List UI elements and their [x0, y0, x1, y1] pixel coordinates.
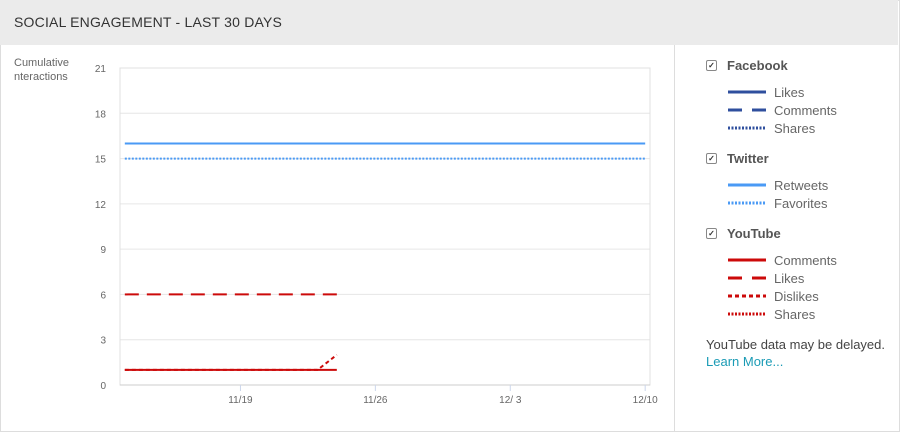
legend-item-label: Comments — [774, 252, 837, 268]
legend-group-facebook: ✓ Facebook Likes Comments Shares — [706, 58, 896, 137]
legend-item-label: Shares — [774, 306, 816, 322]
legend-item: Retweets — [706, 176, 896, 194]
legend-item: Shares — [706, 305, 896, 323]
y-tick-label: 6 — [100, 290, 106, 301]
legend-item-label: Comments — [774, 102, 837, 118]
legend-group-youtube: ✓ YouTube Comments Likes Dislikes Shares — [706, 226, 896, 323]
x-tick-label: 12/10 — [633, 395, 658, 406]
legend-group-name: Twitter — [727, 151, 769, 166]
legend-item: Likes — [706, 83, 896, 101]
legend-swatch — [728, 201, 766, 205]
y-tick-label: 15 — [95, 155, 107, 166]
learn-more-link[interactable]: Learn More... — [706, 354, 784, 369]
checkbox-twitter[interactable]: ✓ — [706, 153, 717, 164]
plot-area — [119, 67, 651, 386]
legend-item: Comments — [706, 101, 896, 119]
legend: ✓ Facebook Likes Comments Shares ✓ Twitter Retw… — [706, 58, 896, 369]
x-tick-label: 12/ 3 — [499, 395, 522, 406]
legend-swatch — [728, 258, 766, 262]
checkbox-youtube[interactable]: ✓ — [706, 228, 717, 239]
y-tick-label: 3 — [100, 336, 106, 347]
y-tick-label: 18 — [95, 109, 107, 120]
legend-group-header[interactable]: ✓ Twitter — [706, 151, 896, 166]
checkbox-facebook[interactable]: ✓ — [706, 60, 717, 71]
legend-item-label: Favorites — [774, 195, 828, 211]
legend-item-label: Retweets — [774, 177, 829, 193]
line-chart: 0 3 6 9 12 15 18 21 11/19 11/26 12/ 3 12/10 — [95, 64, 658, 406]
legend-swatch — [728, 126, 766, 130]
youtube-delay-note: YouTube data may be delayed. — [706, 337, 886, 352]
y-tick-label: 9 — [100, 245, 106, 256]
legend-group-header[interactable]: ✓ Facebook — [706, 58, 896, 73]
widget-header: SOCIAL ENGAGEMENT - LAST 30 DAYS — [0, 0, 898, 45]
legend-swatch — [728, 183, 766, 187]
y-tick-label: 12 — [95, 200, 107, 211]
legend-item: Favorites — [706, 194, 896, 212]
legend-item: Likes — [706, 269, 896, 287]
legend-item-label: Likes — [774, 270, 805, 286]
legend-item: Dislikes — [706, 287, 896, 305]
y-tick-label: 0 — [100, 381, 106, 392]
legend-group-twitter: ✓ Twitter Retweets Favorites — [706, 151, 896, 212]
legend-item: Comments — [706, 251, 896, 269]
legend-swatch — [728, 108, 766, 112]
series-youtube-dislikes — [124, 354, 338, 371]
legend-swatch — [728, 90, 766, 94]
legend-group-name: Facebook — [727, 58, 788, 73]
legend-item-label: Shares — [774, 120, 816, 136]
y-axis-label-line: Cumulative — [14, 57, 70, 69]
legend-group-header[interactable]: ✓ YouTube — [706, 226, 896, 241]
x-tick-label: 11/26 — [363, 395, 388, 406]
legend-item-label: Dislikes — [774, 288, 819, 304]
y-tick-label: 21 — [95, 64, 107, 75]
legend-group-name: YouTube — [727, 226, 781, 241]
y-axis-label: Cumulative nteractions — [14, 56, 69, 84]
legend-swatch — [728, 276, 766, 280]
legend-item: Shares — [706, 119, 896, 137]
y-axis-label-line: nteractions — [14, 71, 68, 83]
panel-divider — [674, 45, 675, 431]
legend-swatch — [728, 312, 766, 316]
legend-swatch — [728, 294, 766, 298]
x-tick-label: 11/19 — [228, 395, 253, 406]
legend-item-label: Likes — [774, 84, 805, 100]
widget-title: SOCIAL ENGAGEMENT - LAST 30 DAYS — [14, 14, 283, 30]
